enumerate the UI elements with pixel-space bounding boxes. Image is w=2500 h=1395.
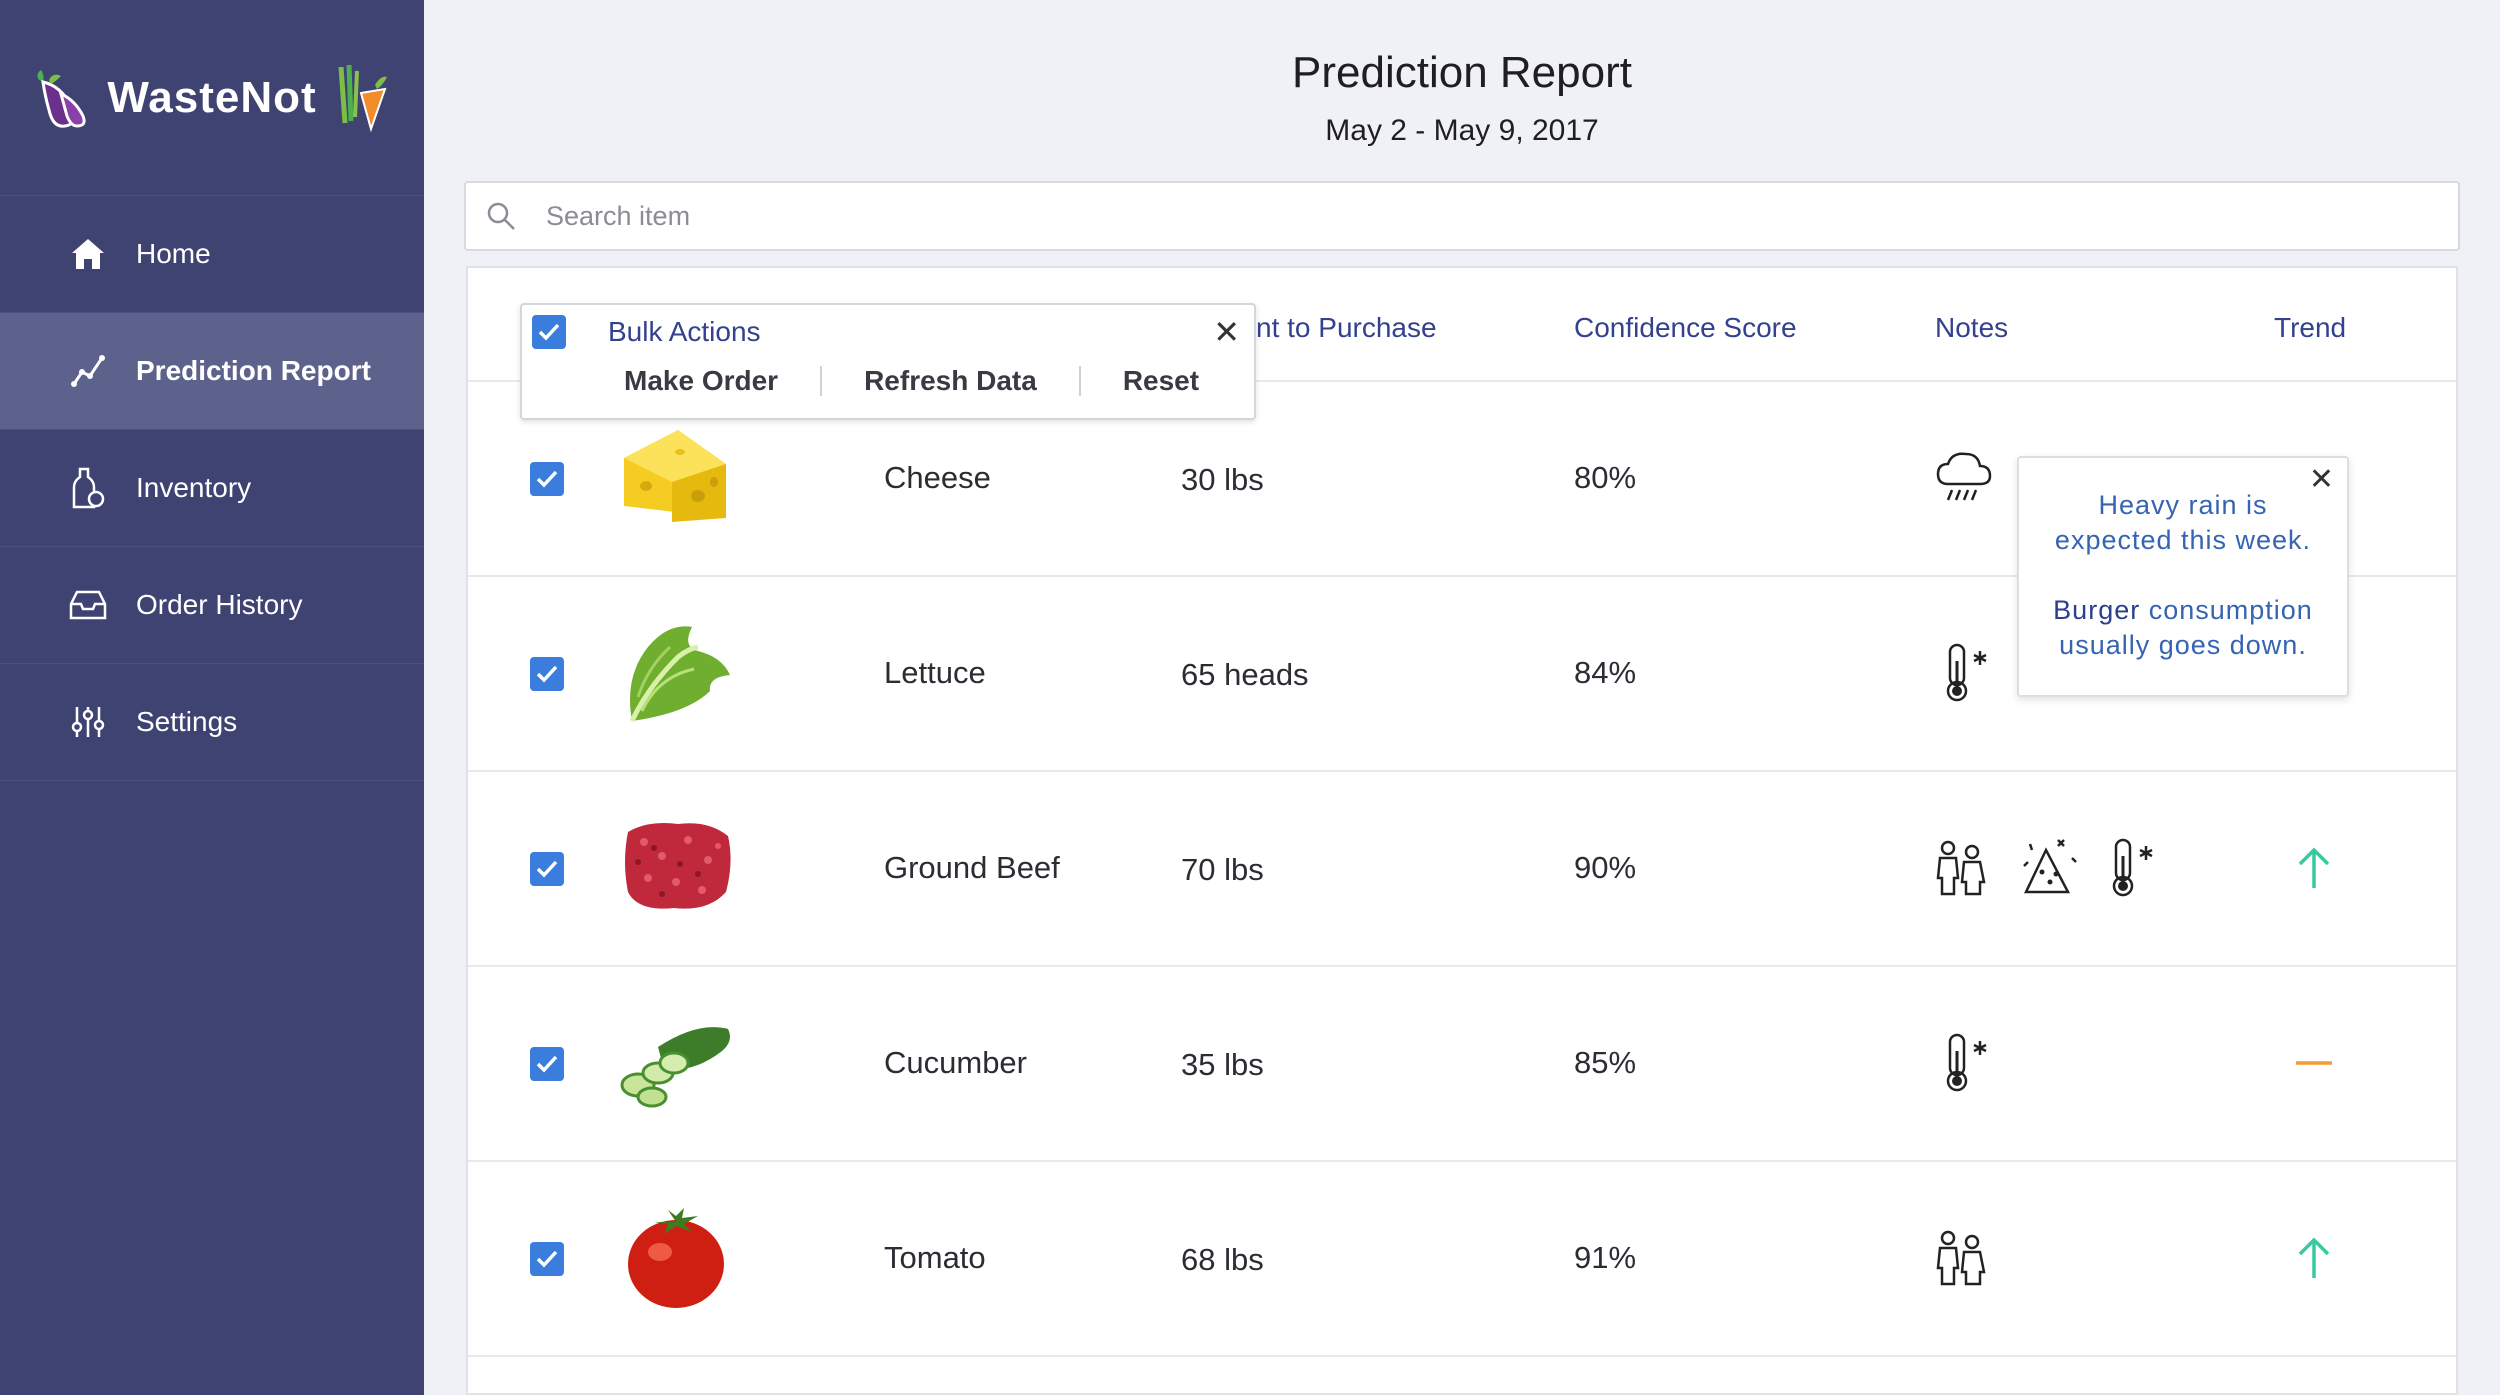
tooltip-consumption-text: Burger consumption usually goes down. — [2019, 593, 2347, 663]
table-header: nt to Purchase Confidence Score Notes Tr… — [468, 268, 2456, 382]
tooltip-line: Heavy rain is — [2098, 490, 2268, 520]
sidebar-item-label: Home — [136, 238, 211, 269]
tomato-image — [628, 1208, 724, 1308]
table-row: Cucumber 35 lbs 85% — [468, 967, 2456, 1162]
item-confidence: 91% — [1574, 1240, 1637, 1275]
people-icon[interactable] — [1932, 838, 1992, 900]
item-name: Lettuce — [884, 655, 986, 690]
eggplant-logo-icon — [37, 69, 86, 128]
item-confidence: 90% — [1574, 850, 1637, 885]
row-checkbox[interactable] — [530, 852, 564, 886]
bottle-icon — [68, 467, 108, 509]
notes-tooltip: ✕ Heavy rain is expected this week. Burg… — [2017, 456, 2349, 697]
tooltip-line: expected this week. — [2054, 525, 2312, 555]
item-amount: 35 lbs — [1181, 1047, 1264, 1082]
trend-up-icon — [2298, 1237, 2330, 1278]
row-checkbox[interactable] — [530, 657, 564, 691]
cold-thermometer-icon[interactable] — [1940, 1031, 2000, 1093]
trend-up-icon — [2298, 847, 2330, 888]
sidebar-item-label: Settings — [136, 706, 238, 737]
divider — [1078, 366, 1081, 396]
search-bar — [464, 181, 2460, 251]
bulk-actions-popover: Bulk Actions ✕ Make Order Refresh Data R… — [520, 303, 1256, 420]
table-row: Tomato 68 lbs 91% — [468, 1162, 2456, 1357]
tooltip-line: usually goes down. — [2059, 630, 2307, 660]
close-icon[interactable]: ✕ — [1213, 314, 1240, 350]
sidebar-item-label: Prediction Report — [136, 355, 371, 386]
item-amount: 30 lbs — [1181, 462, 1264, 497]
tooltip-item-name[interactable]: Burger — [2053, 595, 2141, 625]
bulk-actions-label: Bulk Actions — [608, 316, 761, 347]
item-name: Ground Beef — [884, 850, 1060, 885]
item-name: Cucumber — [884, 1045, 1027, 1080]
item-confidence: 84% — [1574, 655, 1637, 690]
ground-beef-image — [625, 823, 731, 909]
search-icon — [466, 183, 536, 249]
reset-button[interactable]: Reset — [1122, 365, 1200, 396]
row-checkbox[interactable] — [530, 1047, 564, 1081]
party-icon[interactable] — [2018, 836, 2078, 898]
sidebar: WasteNot Home Prediction Report Inventor… — [0, 0, 424, 1395]
sidebar-item-home[interactable]: Home — [0, 196, 424, 313]
inbox-icon — [68, 585, 108, 625]
item-amount: 68 lbs — [1181, 1242, 1264, 1277]
brand[interactable]: WasteNot — [0, 0, 424, 196]
cold-thermometer-icon[interactable] — [2106, 836, 2166, 898]
cheese-image — [624, 430, 726, 522]
rain-cloud-icon[interactable] — [1934, 446, 1994, 508]
sidebar-item-label: Order History — [136, 589, 303, 620]
lettuce-image — [629, 626, 730, 723]
trend-line-icon — [68, 351, 108, 391]
table-row: Lettuce 65 heads 84% — [468, 577, 2456, 772]
item-amount: 70 lbs — [1181, 852, 1264, 887]
item-name: Tomato — [884, 1240, 986, 1275]
tooltip-line: Burger consumption — [2019, 593, 2347, 628]
column-header-amount[interactable]: nt to Purchase — [1256, 312, 1437, 343]
table-row: Cheese 30 lbs 80% — [468, 382, 2456, 577]
sidebar-item-order-history[interactable]: Order History — [0, 547, 424, 664]
item-confidence: 80% — [1574, 460, 1637, 495]
column-header-trend[interactable]: Trend — [2274, 312, 2347, 343]
trend-flat-icon — [2296, 1061, 2332, 1065]
brand-name: WasteNot — [107, 72, 317, 122]
sidebar-item-inventory[interactable]: Inventory — [0, 430, 424, 547]
search-input[interactable] — [536, 200, 2458, 232]
column-header-confidence[interactable]: Confidence Score — [1574, 312, 1797, 343]
cold-thermometer-icon[interactable] — [1940, 641, 2000, 703]
divider — [820, 366, 823, 396]
sliders-icon — [68, 702, 108, 742]
people-icon[interactable] — [1932, 1228, 1992, 1290]
item-confidence: 85% — [1574, 1045, 1637, 1080]
date-range: May 2 - May 9, 2017 — [1325, 114, 1599, 147]
select-all-checkbox[interactable] — [532, 315, 566, 349]
refresh-data-button[interactable]: Refresh Data — [864, 365, 1037, 396]
close-icon[interactable]: ✕ — [2308, 463, 2335, 496]
bulk-actions-bar: Make Order Refresh Data Reset — [582, 365, 1241, 397]
item-amount: 65 heads — [1181, 657, 1309, 692]
tooltip-rain-text: Heavy rain is expected this week. — [2019, 488, 2347, 558]
column-header-notes[interactable]: Notes — [1935, 312, 2009, 343]
home-icon — [68, 234, 108, 274]
tooltip-text: consumption — [2140, 595, 2313, 625]
sidebar-item-prediction-report[interactable]: Prediction Report — [0, 313, 424, 430]
cucumber-image — [620, 1027, 730, 1108]
sidebar-item-label: Inventory — [136, 472, 252, 503]
sidebar-item-settings[interactable]: Settings — [0, 664, 424, 781]
row-checkbox[interactable] — [530, 462, 564, 496]
page-title: Prediction Report — [1292, 48, 1632, 97]
prediction-table: nt to Purchase Confidence Score Notes Tr… — [466, 266, 2458, 1395]
carrot-logo-icon — [338, 64, 387, 132]
item-name: Cheese — [884, 460, 991, 495]
table-row: Ground Beef 70 lbs 90% — [468, 772, 2456, 967]
row-checkbox[interactable] — [530, 1242, 564, 1276]
make-order-button[interactable]: Make Order — [624, 365, 779, 396]
